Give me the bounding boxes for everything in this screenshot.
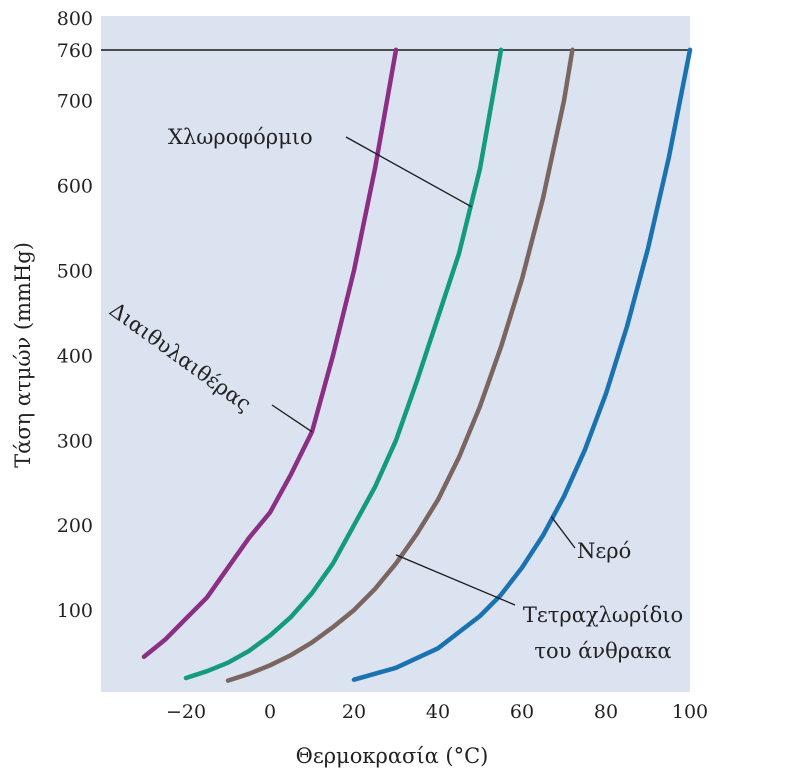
series-line-2 (225, 47, 575, 683)
series-line-3 (351, 47, 693, 682)
x-tick-labels: −20 0 20 40 60 80 100 (166, 701, 708, 723)
x-tick-label: 20 (342, 701, 366, 723)
series-curves (141, 47, 693, 683)
series-line-0 (141, 47, 399, 660)
y-tick-label: 760 (57, 40, 93, 62)
x-tick-label: 100 (672, 701, 708, 723)
y-axis-title: Τάση ατμών (mmHg) (11, 242, 35, 468)
y-tick-label: 300 (57, 430, 93, 452)
plot-area (101, 16, 690, 692)
x-tick-label: −20 (166, 701, 206, 723)
x-tick-label: 80 (594, 701, 618, 723)
y-tick-label: 800 (57, 8, 93, 30)
label-water: Νερό (577, 539, 631, 563)
annotation-leaders (271, 136, 576, 606)
annotation-leader-2 (550, 516, 576, 549)
y-tick-label: 600 (57, 176, 93, 198)
x-tick-label: 40 (426, 701, 450, 723)
y-tick-label: 700 (57, 91, 93, 113)
x-tick-label: 60 (510, 701, 534, 723)
y-tick-label: 400 (57, 345, 93, 367)
label-carbon-tetrachloride-line2: του άνθρακα (534, 639, 671, 663)
label-carbon-tetrachloride-line1: Τετραχλωρίδιο (523, 603, 683, 627)
y-tick-labels: 100 200 300 400 500 600 700 760 800 (57, 8, 93, 622)
y-tick-label: 200 (57, 515, 93, 537)
annotation-leader-0 (345, 136, 472, 208)
y-tick-label: 500 (57, 261, 93, 283)
x-tick-label: 0 (264, 701, 276, 723)
y-tick-label: 100 (57, 600, 93, 622)
annotation-leader-1 (271, 404, 313, 433)
label-chloroform: Χλωροφόρμιο (168, 125, 313, 149)
annotation-leader-3 (395, 554, 516, 606)
series-line-1 (183, 47, 504, 681)
x-axis-title: Θερμοκρασία (°C) (296, 744, 489, 768)
